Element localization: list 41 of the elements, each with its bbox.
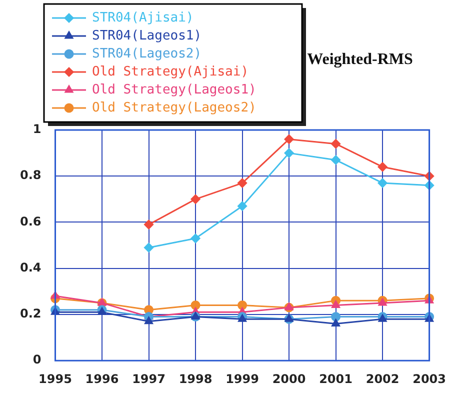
point xyxy=(332,300,340,308)
point xyxy=(190,300,200,310)
legend-label: Old Strategy(Ajisai) xyxy=(92,64,249,80)
legend-label: Old Strategy(Lageos1) xyxy=(92,82,256,98)
point xyxy=(190,234,200,244)
x-tick-label: 1996 xyxy=(85,372,119,386)
point xyxy=(238,201,248,211)
y-tick-label: 1 xyxy=(32,122,42,136)
point xyxy=(331,312,341,322)
legend-label: STR04(Lageos1) xyxy=(92,28,202,44)
y-tick-label: 0.2 xyxy=(20,306,42,321)
x-tick-label: 2003 xyxy=(412,372,446,386)
point xyxy=(238,300,248,310)
y-tick-label: 0.8 xyxy=(20,168,42,182)
point xyxy=(144,220,154,230)
chart-title: Weighted-RMS xyxy=(307,51,413,68)
point xyxy=(332,318,340,326)
x-tick-label: 1995 xyxy=(38,372,72,386)
x-tick-label: 2002 xyxy=(366,372,400,386)
point xyxy=(331,139,341,149)
point xyxy=(378,162,388,172)
point xyxy=(238,178,248,188)
x-tick-label: 2000 xyxy=(272,372,306,386)
point xyxy=(331,155,341,165)
point xyxy=(378,178,388,188)
point xyxy=(144,242,154,252)
x-tick-label: 2001 xyxy=(319,372,352,386)
point xyxy=(378,298,387,306)
y-tick-label: 0.4 xyxy=(20,260,42,274)
point xyxy=(190,194,200,204)
legend-label: Old Strategy(Lageos2) xyxy=(92,100,256,116)
point xyxy=(284,134,294,144)
y-tick-label: 0.6 xyxy=(20,214,42,228)
y-tick-label: 0 xyxy=(32,352,42,367)
x-tick-label: 1999 xyxy=(226,372,259,386)
point xyxy=(284,148,294,158)
legend-label: STR04(Lageos2) xyxy=(92,46,202,62)
point xyxy=(144,316,153,324)
x-tick-label: 1997 xyxy=(132,372,166,386)
legend-label: STR04(Ajisai) xyxy=(92,10,194,26)
x-tick-label: 1998 xyxy=(178,372,212,386)
